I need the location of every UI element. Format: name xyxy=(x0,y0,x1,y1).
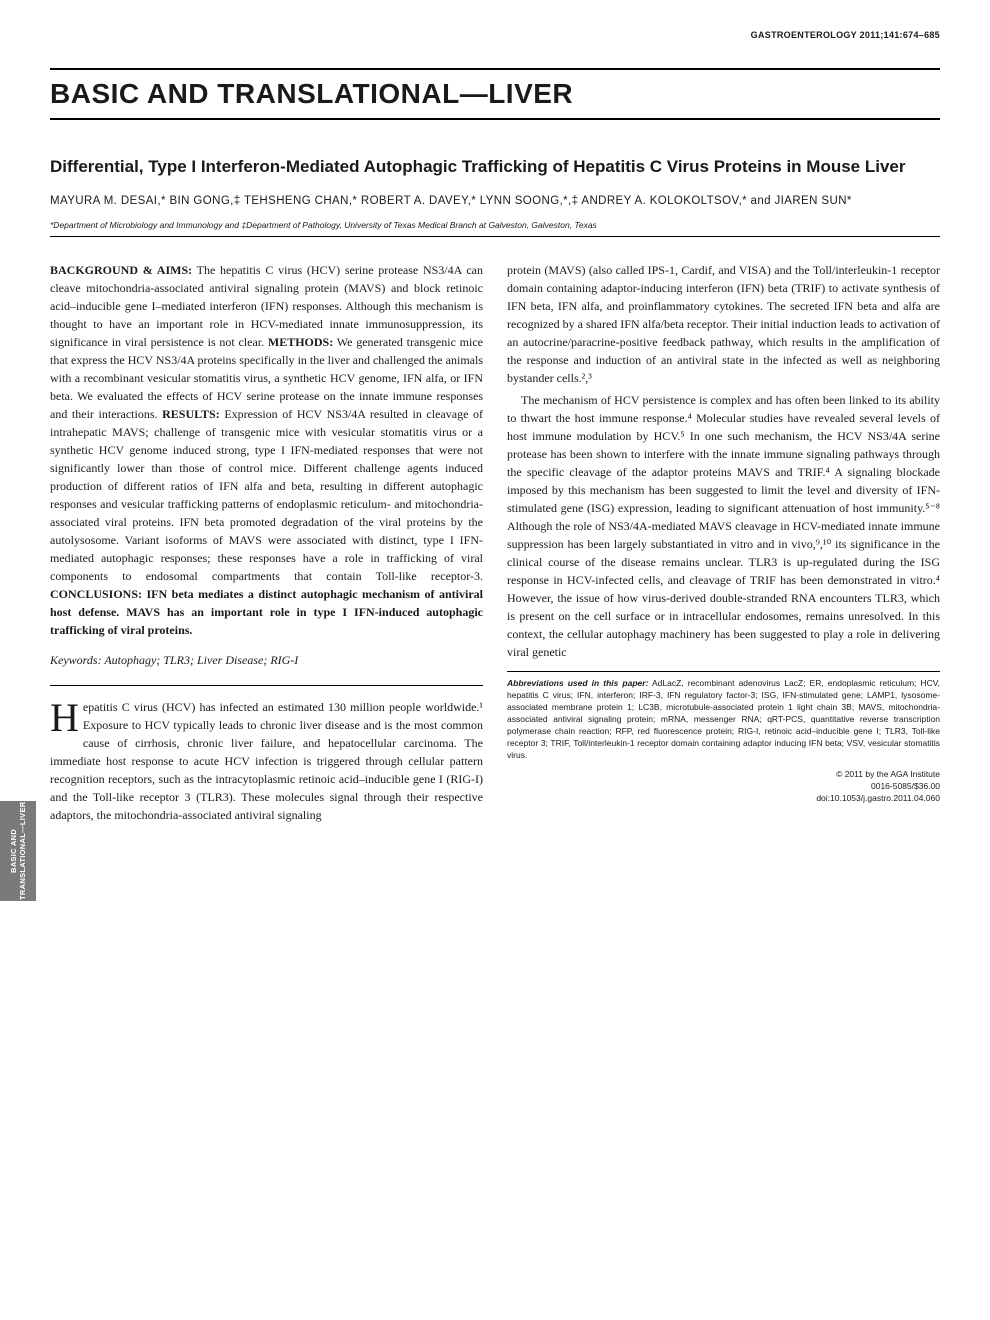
keywords-line: Keywords: Autophagy; TLR3; Liver Disease… xyxy=(50,651,483,669)
copyright-line-3: doi:10.1053/j.gastro.2011.04.060 xyxy=(507,793,940,805)
journal-reference: GASTROENTEROLOGY 2011;141:674–685 xyxy=(50,30,940,40)
abstract-results-text: Expression of HCV NS3/4A resulted in cle… xyxy=(50,407,483,583)
article-title: Differential, Type I Interferon-Mediated… xyxy=(50,156,940,179)
body-col1-text: epatitis C virus (HCV) has infected an e… xyxy=(50,700,483,822)
copyright-line-1: © 2011 by the AGA Institute xyxy=(507,769,940,781)
left-column: BASIC AND TRANSLATIONAL—LIVER BACKGROUND… xyxy=(50,261,483,824)
section-banner: BASIC AND TRANSLATIONAL—LIVER xyxy=(50,68,940,120)
keywords-text: : Autophagy; TLR3; Liver Disease; RIG-I xyxy=(98,653,299,667)
copyright-block: © 2011 by the AGA Institute 0016-5085/$3… xyxy=(507,769,940,805)
abstract-block: BACKGROUND & AIMS: The hepatitis C virus… xyxy=(50,261,483,639)
abbreviations-label: Abbreviations used in this paper: xyxy=(507,678,648,688)
abstract-conclusions-label: CONCLUSIONS: xyxy=(50,587,142,601)
side-tab: BASIC AND TRANSLATIONAL—LIVER xyxy=(0,801,36,901)
section-heading: BASIC AND TRANSLATIONAL—LIVER xyxy=(50,78,573,109)
author-list: MAYURA M. DESAI,* BIN GONG,‡ TEHSHENG CH… xyxy=(50,193,940,210)
body-paragraph-1: Hepatitis C virus (HCV) has infected an … xyxy=(50,698,483,824)
abstract-results-label: RESULTS: xyxy=(162,407,220,421)
body-col2-p1: protein (MAVS) (also called IPS-1, Cardi… xyxy=(507,261,940,387)
abstract-methods-label: METHODS: xyxy=(268,335,333,349)
body-col2-p2: The mechanism of HCV persistence is comp… xyxy=(507,391,940,661)
right-column: protein (MAVS) (also called IPS-1, Cardi… xyxy=(507,261,940,824)
content-columns: BASIC AND TRANSLATIONAL—LIVER BACKGROUND… xyxy=(50,261,940,824)
author-affiliation: *Department of Microbiology and Immunolo… xyxy=(50,220,940,237)
column-divider xyxy=(50,685,483,686)
abstract-background-label: BACKGROUND & AIMS: xyxy=(50,263,192,277)
abbreviations-box: Abbreviations used in this paper: AdLacZ… xyxy=(507,671,940,761)
dropcap: H xyxy=(50,698,83,735)
keywords-label: Keywords xyxy=(50,653,98,667)
abbreviations-text: AdLacZ, recombinant adenovirus LacZ; ER,… xyxy=(507,678,940,759)
copyright-line-2: 0016-5085/$36.00 xyxy=(507,781,940,793)
